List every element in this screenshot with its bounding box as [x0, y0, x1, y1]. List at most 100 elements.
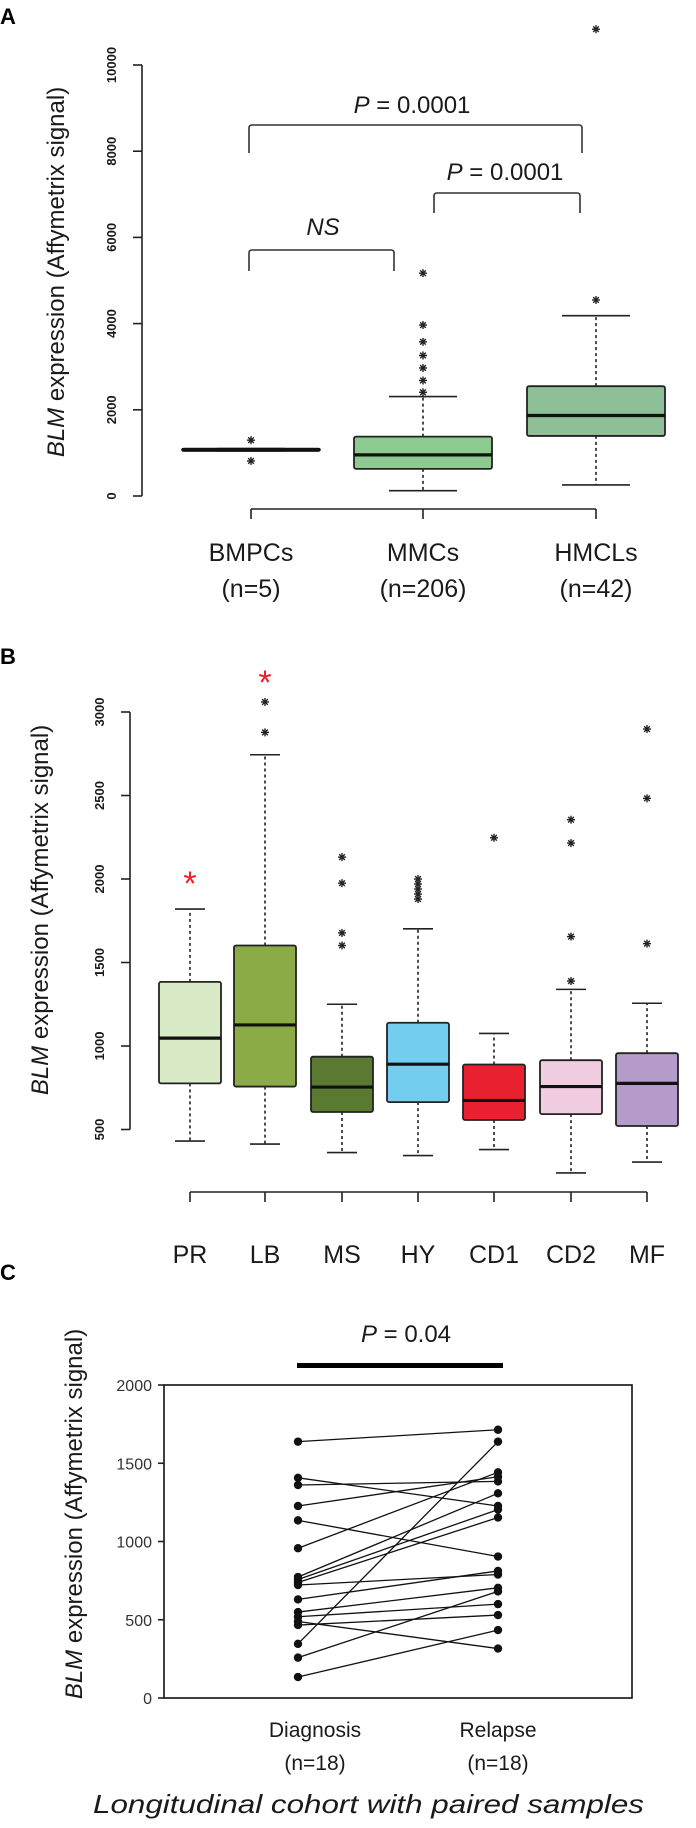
panel-label: B [0, 644, 16, 669]
outlier-stroke [414, 875, 422, 883]
paired-sample [293, 1472, 503, 1511]
pair-line [297, 1441, 499, 1645]
box-cd1 [462, 833, 526, 1151]
y-tick-label: 2000 [116, 1378, 152, 1395]
pair-line [297, 1603, 499, 1618]
x-category-label: CD2 [546, 1241, 596, 1269]
outlier-point [414, 875, 422, 883]
relapse-point [493, 1599, 503, 1609]
diagnosis-point [293, 1437, 303, 1446]
outlier-stroke [261, 698, 269, 706]
diagnosis-point [293, 1653, 303, 1662]
diagnosis-point [293, 1580, 303, 1590]
outlier-point [414, 890, 422, 899]
paired-sample [293, 1468, 503, 1553]
x-category-label: Relapse [459, 1719, 536, 1742]
outlier-point [419, 269, 427, 278]
significance-label: P = 0.0001 [354, 92, 471, 119]
relapse-point [493, 1587, 503, 1596]
pair-line [297, 1476, 499, 1507]
outlier-point [592, 295, 600, 304]
x-category-label: HY [401, 1241, 436, 1269]
diagnosis-point [293, 1473, 303, 1483]
panel-b-boxplot: BLM expression (Affymetrix signal) 500 100… [27, 664, 679, 1269]
panel-c-paired-plot: BLM expression (Affymetrix signal) 0 500 10… [61, 1321, 644, 1819]
paired-sample [293, 1610, 503, 1630]
outlier-point [261, 728, 269, 737]
p-symbol: P [447, 159, 463, 186]
box-iqr [462, 1063, 526, 1121]
outlier-stroke [643, 940, 651, 947]
outlier-stroke [567, 977, 575, 985]
outlier-stroke [419, 338, 427, 346]
outlier-stroke [567, 933, 575, 940]
outlier-point [567, 839, 575, 848]
outlier-point [643, 939, 651, 948]
box-iqr [353, 435, 493, 470]
gene-name: BLM [43, 408, 70, 457]
y-tick-label: 1500 [116, 1456, 152, 1473]
outlier-stroke [338, 929, 346, 937]
panel-a-boxplot: BLM expression (Affymetrix signal) 0 2000 4… [43, 25, 666, 603]
box-mf [615, 725, 679, 1163]
x-category-label: MS [323, 1241, 361, 1269]
y-tick-label: 1500 [92, 948, 107, 977]
y-title-rest: expression (Affymetrix signal) [43, 87, 70, 408]
gene-name: BLM [27, 1046, 54, 1095]
box-pr [158, 908, 222, 1142]
outlier-point [567, 932, 575, 941]
pair-line [297, 1629, 499, 1678]
y-tick-label: 1000 [116, 1535, 152, 1552]
outlier-stroke [643, 725, 651, 733]
box-iqr [386, 1021, 450, 1104]
y-tick-label: 2500 [92, 781, 107, 810]
paired-sample [293, 1505, 503, 1584]
x-category-n: (n=18) [284, 1752, 345, 1775]
paired-sample [293, 1599, 503, 1621]
outlier-point [643, 725, 651, 734]
x-category-n: (n=42) [560, 575, 633, 603]
outlier-point [643, 794, 651, 803]
y-tick-label: 10000 [104, 47, 119, 83]
pair-line [297, 1590, 499, 1659]
outlier-point [490, 833, 498, 842]
outlier-point [419, 321, 427, 330]
outlier-point [419, 376, 427, 385]
y-tick-label: 1000 [92, 1032, 107, 1061]
x-category-label: MF [629, 1241, 665, 1269]
y-tick-label: 2000 [92, 865, 107, 894]
relapse-point [493, 1425, 503, 1434]
x-category-n: (n=206) [380, 575, 467, 603]
outlier-stroke [419, 269, 427, 277]
x-axis-caption: Longitudinal cohort with paired samples [93, 1789, 644, 1819]
y-title-rest: expression (Affymetrix signal) [61, 1329, 88, 1650]
outlier-point [338, 879, 346, 888]
box-iqr [526, 385, 666, 437]
diagnosis-point [293, 1501, 303, 1511]
bracket-line [433, 192, 581, 213]
pair-line [297, 1519, 499, 1558]
y-tick-label: 4000 [104, 309, 119, 338]
comparison-bracket: NS [248, 214, 395, 271]
significance-label: P = 0.04 [361, 1321, 451, 1348]
x-category-label: Diagnosis [269, 1719, 361, 1742]
outlier-point [419, 388, 427, 397]
outlier-stroke [643, 795, 651, 802]
outlier-point [567, 977, 575, 986]
diagnosis-point [293, 1480, 303, 1490]
outlier-stroke [338, 942, 346, 949]
box-iqr [158, 980, 222, 1085]
paired-sample [293, 1425, 503, 1446]
outlier-stroke [414, 890, 422, 898]
pair-line [297, 1429, 499, 1443]
outlier-point [247, 436, 255, 445]
outlier-stroke [490, 834, 498, 842]
outlier-stroke [592, 25, 600, 33]
bracket-line [248, 124, 583, 153]
outlier-point [419, 337, 427, 346]
paired-sample [293, 1617, 503, 1653]
outlier-point [338, 941, 346, 950]
diagnosis-point [293, 1620, 303, 1630]
outlier-point [338, 928, 346, 937]
